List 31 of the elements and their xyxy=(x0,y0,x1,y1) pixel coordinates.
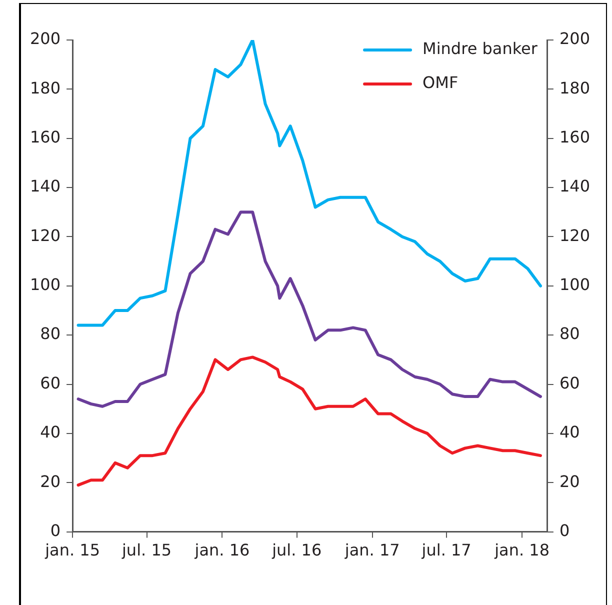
y-tick-label: 20 xyxy=(40,472,61,491)
y-tick-label: 80 xyxy=(40,324,61,344)
x-tick-label: jul. 16 xyxy=(271,540,322,560)
x-tick-label: jul. 17 xyxy=(420,540,472,560)
x-tick-label: jan. 18 xyxy=(494,540,550,560)
y2-tick-label: 100 xyxy=(559,275,590,294)
y2-tick-label: 20 xyxy=(559,472,580,491)
y-tick-label: 180 xyxy=(30,78,61,98)
y2-tick-label: 80 xyxy=(559,324,580,344)
y2-tick-label: 180 xyxy=(559,78,590,98)
x-tick-label: jan. 17 xyxy=(344,540,400,560)
y-tick-label: 60 xyxy=(40,373,61,392)
y-tick-label: 0 xyxy=(50,520,61,540)
y2-tick-label: 60 xyxy=(559,373,580,392)
y2-tick-label: 120 xyxy=(559,226,590,245)
x-tick-label: jan. 16 xyxy=(194,540,250,560)
y2-tick-label: 200 xyxy=(559,29,590,48)
y-tick-label: 160 xyxy=(30,128,61,147)
legend-label: OMF xyxy=(422,73,458,92)
x-tick-label: jul. 15 xyxy=(120,540,172,560)
legend-label: Mindre banker xyxy=(422,39,538,58)
y2-tick-label: 0 xyxy=(559,520,570,540)
y-tick-label: 40 xyxy=(40,422,61,442)
y2-tick-label: 40 xyxy=(559,422,580,442)
y-tick-label: 140 xyxy=(30,176,61,196)
y-tick-label: 200 xyxy=(30,29,61,48)
y2-tick-label: 140 xyxy=(559,176,590,196)
y2-tick-label: 160 xyxy=(559,128,590,147)
y-tick-label: 120 xyxy=(30,226,61,245)
x-tick-label: jan. 15 xyxy=(44,540,100,560)
y-tick-label: 100 xyxy=(30,275,61,294)
